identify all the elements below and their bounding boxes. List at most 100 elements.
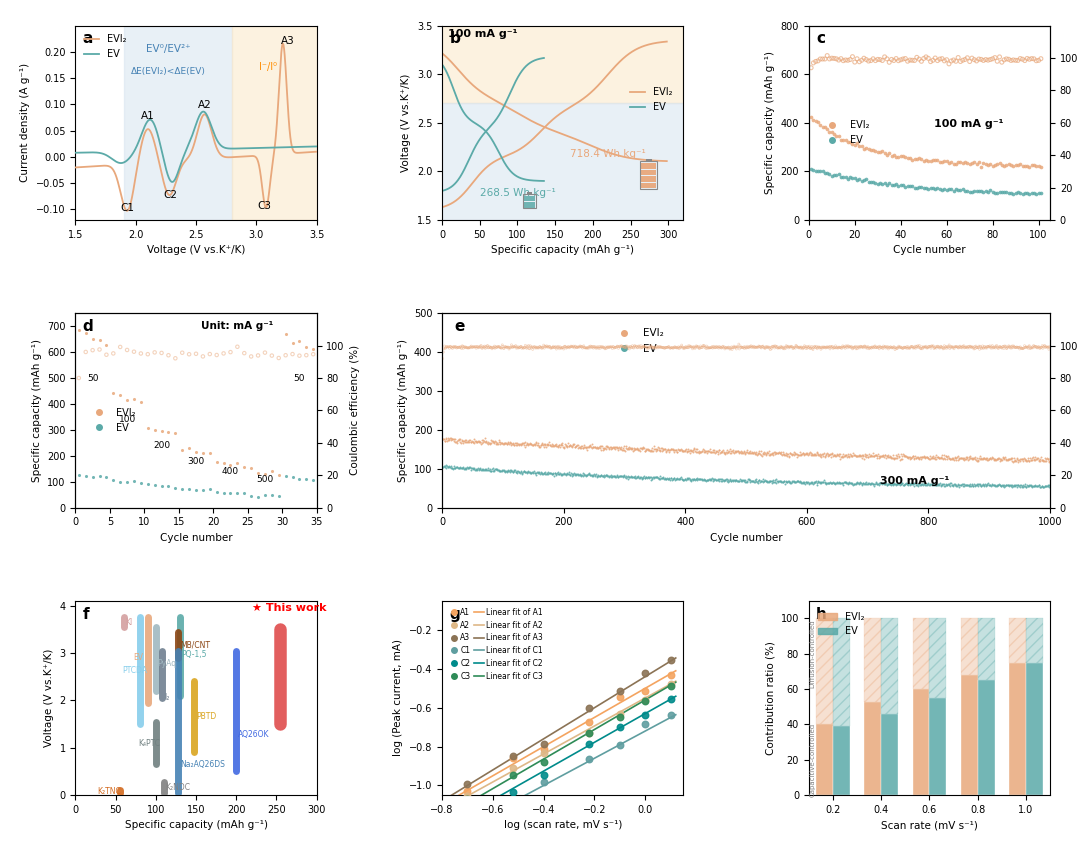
Point [543,439,560,453]
Point [578,340,596,354]
Point [642,340,659,354]
Point [788,450,806,463]
Point [873,449,891,463]
Point [870,451,887,464]
Point [926,451,943,465]
Point [601,339,618,353]
Point [867,341,884,355]
Point [765,448,782,462]
Point [519,465,536,479]
Point [436,460,453,474]
Point [534,438,551,451]
Bar [641,163,656,168]
Point [856,450,873,463]
Point [1004,478,1021,492]
Point [696,340,713,354]
Point [780,475,797,488]
Point [445,432,462,445]
Point [660,339,677,353]
Point [610,443,627,457]
Point [816,476,834,490]
Point [529,465,546,479]
Point [825,341,842,355]
Point [685,340,702,354]
Point [961,479,978,492]
Point [840,476,857,490]
Point [989,157,1006,171]
Point [701,341,718,355]
Point [456,434,473,448]
Point [808,476,825,490]
Point [965,342,982,356]
Point [819,340,836,354]
Point [975,156,992,170]
Point [714,445,731,458]
Point [847,476,864,490]
Point [852,339,869,353]
Point [873,476,891,490]
Point [536,339,554,353]
Point [948,478,965,492]
Point [567,341,584,355]
Point [816,450,834,463]
Point [1019,478,1036,492]
Point [671,473,688,486]
Point [624,441,641,455]
Point [1001,339,1018,352]
Point [701,341,718,355]
Point [923,478,940,492]
Point [897,449,914,463]
Point [571,440,588,454]
Point [493,338,510,351]
Point [1033,480,1050,493]
Point [959,340,976,354]
Point [837,449,854,463]
Point [584,469,601,482]
Point [481,436,499,450]
Point [979,476,996,490]
Point [70,371,87,385]
Point [946,453,963,467]
Point [903,340,920,354]
Point [923,451,940,465]
Point [788,475,806,488]
Point [924,153,941,167]
Point [948,183,965,197]
Point [515,465,532,479]
Point [459,341,476,355]
Point [526,438,543,451]
Point [533,342,550,356]
Point [562,439,579,452]
Point [841,135,858,149]
Point [263,349,280,363]
Point [856,339,873,353]
Point [584,339,601,353]
Point [437,433,454,446]
Point [827,477,844,491]
Point [760,340,778,354]
Point [922,181,939,195]
Point [452,461,470,475]
Point [1005,339,1022,353]
Point [596,468,613,481]
Point [778,475,795,488]
Point [725,445,742,459]
Point [940,57,957,71]
Point [462,339,479,353]
Point [705,472,723,486]
Point [959,451,976,464]
Point [735,473,752,486]
Point [533,340,550,354]
Point [810,340,827,354]
Point [444,342,461,356]
Point [915,180,933,194]
Point [641,340,658,354]
Point [753,341,770,355]
Point [729,474,746,487]
Point [642,339,659,352]
Point [823,126,840,139]
Point [979,339,996,353]
Point [522,466,540,480]
Point [941,452,959,466]
Point [737,474,754,487]
